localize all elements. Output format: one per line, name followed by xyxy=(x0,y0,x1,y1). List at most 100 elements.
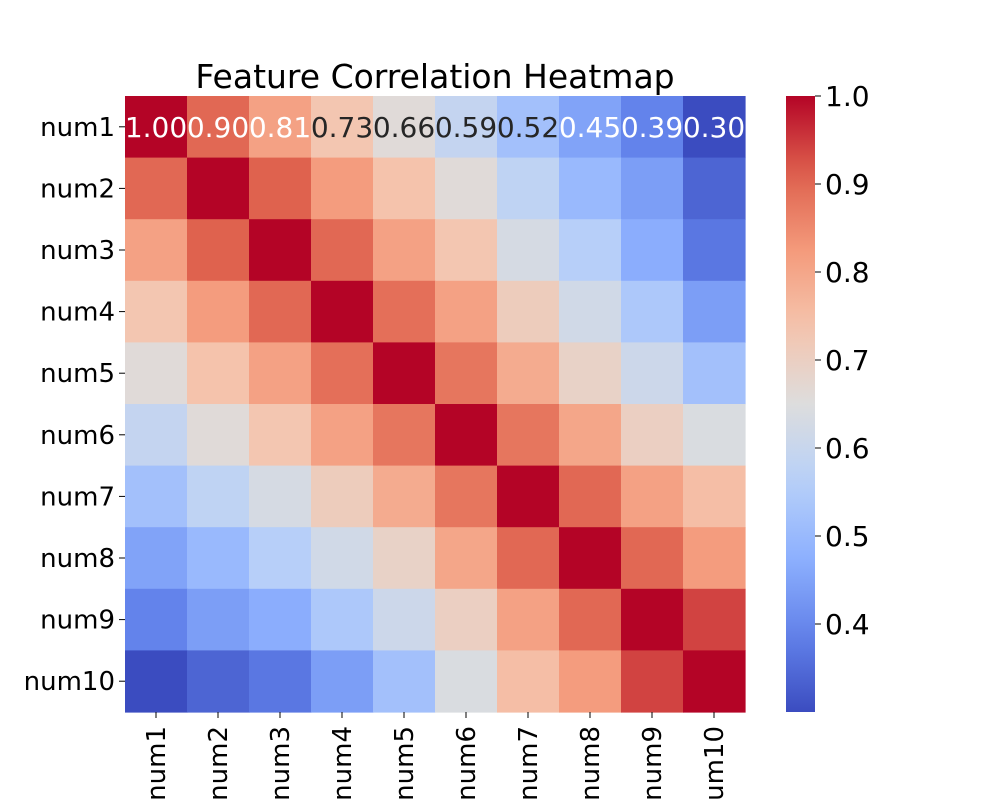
row-label-num9: num9 xyxy=(40,606,115,636)
heatmap-cell-num2-num6 xyxy=(435,157,498,220)
heatmap-cell-num7-num10 xyxy=(683,465,746,528)
heatmap-cell-num1-num5 xyxy=(373,96,436,159)
heatmap-cell-num4-num10 xyxy=(683,280,746,343)
heatmap-cell-num9-num3 xyxy=(249,588,312,651)
heatmap-cell-num5-num10 xyxy=(683,342,746,405)
heatmap-cell-num3-num7 xyxy=(497,219,560,282)
col-label-num1: num1 xyxy=(142,726,172,800)
heatmap-cell-num8-num9 xyxy=(621,527,684,590)
heatmap-cell-num7-num1 xyxy=(125,465,188,528)
heatmap-cell-num7-num4 xyxy=(311,465,374,528)
heatmap-cell-num5-num2 xyxy=(187,342,250,405)
cell-annotation-num6: 0.59 xyxy=(435,111,497,144)
col-label-num5: num5 xyxy=(390,726,420,800)
heatmap-cell-num2-num2 xyxy=(187,157,250,220)
colorbar-label-0.4: 0.4 xyxy=(825,608,870,641)
heatmap-cell-num1-num3 xyxy=(249,96,312,159)
heatmap-cell-num4-num8 xyxy=(559,280,622,343)
heatmap-cell-num2-num5 xyxy=(373,157,436,220)
heatmap-cell-num8-num7 xyxy=(497,527,560,590)
heatmap-cells xyxy=(125,96,746,713)
heatmap-cell-num2-num7 xyxy=(497,157,560,220)
heatmap-cell-num3-num8 xyxy=(559,219,622,282)
col-label-num9: num9 xyxy=(638,726,668,800)
heatmap-cell-num10-num8 xyxy=(559,650,622,713)
heatmap-cell-num1-num2 xyxy=(187,96,250,159)
heatmap-cell-num7-num8 xyxy=(559,465,622,528)
heatmap-cell-num9-num1 xyxy=(125,588,188,651)
col-label-num2: num2 xyxy=(204,726,234,800)
heatmap-cell-num3-num9 xyxy=(621,219,684,282)
colorbar-label-1.0: 1.0 xyxy=(825,80,870,113)
row-label-num7: num7 xyxy=(40,482,115,512)
heatmap-cell-num8-num3 xyxy=(249,527,312,590)
heatmap-cell-num10-num2 xyxy=(187,650,250,713)
heatmap-cell-num4-num6 xyxy=(435,280,498,343)
heatmap-cell-num10-num9 xyxy=(621,650,684,713)
col-label-num8: num8 xyxy=(576,726,606,800)
heatmap-cell-num4-num1 xyxy=(125,280,188,343)
row-label-num2: num2 xyxy=(40,174,115,204)
heatmap-cell-num9-num6 xyxy=(435,588,498,651)
heatmap-cell-num10-num1 xyxy=(125,650,188,713)
col-label-num3: num3 xyxy=(266,726,296,800)
heatmap-cell-num9-num10 xyxy=(683,588,746,651)
heatmap-cell-num8-num6 xyxy=(435,527,498,590)
heatmap-cell-num5-num6 xyxy=(435,342,498,405)
col-label-num10: num10 xyxy=(700,726,730,800)
heatmap-cell-num3-num5 xyxy=(373,219,436,282)
row-label-num3: num3 xyxy=(40,236,115,266)
heatmap-cell-num3-num3 xyxy=(249,219,312,282)
row-tick-labels: num1 num2 num3 num4 num5 num6 num7 num8 num9 num1… xyxy=(24,113,125,697)
heatmap-cell-num1-num9 xyxy=(621,96,684,159)
heatmap-cell-num7-num2 xyxy=(187,465,250,528)
heatmap-cell-num7-num9 xyxy=(621,465,684,528)
heatmap-cell-num5-num1 xyxy=(125,342,188,405)
colorbar-label-0.6: 0.6 xyxy=(825,432,870,465)
heatmap-cell-num3-num2 xyxy=(187,219,250,282)
row-label-num10: num10 xyxy=(24,667,115,697)
heatmap-cell-num4-num4 xyxy=(311,280,374,343)
row-label-num1: num1 xyxy=(40,113,115,143)
heatmap-cell-num7-num7 xyxy=(497,465,560,528)
heatmap-cell-num4-num3 xyxy=(249,280,312,343)
heatmap-cell-num3-num4 xyxy=(311,219,374,282)
heatmap-cell-num1-num1 xyxy=(125,96,188,159)
heatmap-cell-num8-num1 xyxy=(125,527,188,590)
cell-annotation-num7: 0.52 xyxy=(497,111,559,144)
colorbar-label-0.7: 0.7 xyxy=(825,344,870,377)
heatmap-cell-num8-num4 xyxy=(311,527,374,590)
heatmap-cell-num9-num2 xyxy=(187,588,250,651)
heatmap-cell-num2-num10 xyxy=(683,157,746,220)
heatmap-cell-num4-num2 xyxy=(187,280,250,343)
row-label-num4: num4 xyxy=(40,298,115,328)
colorbar-label-0.5: 0.5 xyxy=(825,520,870,553)
heatmap-cell-num8-num5 xyxy=(373,527,436,590)
cell-annotation-num2: 0.90 xyxy=(187,111,249,144)
col-label-num6: num6 xyxy=(452,726,482,800)
heatmap-cell-num9-num7 xyxy=(497,588,560,651)
heatmap-cell-num10-num5 xyxy=(373,650,436,713)
heatmap-cell-num1-num6 xyxy=(435,96,498,159)
heatmap-cell-num8-num2 xyxy=(187,527,250,590)
heatmap-cell-num1-num10 xyxy=(683,96,746,159)
heatmap-cell-num7-num5 xyxy=(373,465,436,528)
cell-annotation-num5: 0.66 xyxy=(373,111,435,144)
heatmap-cell-num6-num4 xyxy=(311,404,374,467)
cell-annotation-num8: 0.45 xyxy=(559,111,621,144)
heatmap-cell-num7-num3 xyxy=(249,465,312,528)
heatmap-cell-num4-num9 xyxy=(621,280,684,343)
cell-annotation-num9: 0.39 xyxy=(621,111,683,144)
colorbar: 1.0 0.9 0.8 0.7 0.6 0.5 0.4 xyxy=(786,80,870,712)
heatmap-cell-num9-num9 xyxy=(621,588,684,651)
heatmap-cell-num6-num1 xyxy=(125,404,188,467)
heatmap-cell-num5-num8 xyxy=(559,342,622,405)
column-tick-labels: num1 num2 num3 num4 num5 num6 num7 num8 num9 num1… xyxy=(142,712,730,804)
col-label-num7: num7 xyxy=(514,726,544,800)
heatmap-cell-num9-num8 xyxy=(559,588,622,651)
heatmap-cell-num2-num4 xyxy=(311,157,374,220)
row-label-num6: num6 xyxy=(40,421,115,451)
heatmap-cell-num10-num10 xyxy=(683,650,746,713)
heatmap-cell-num10-num4 xyxy=(311,650,374,713)
